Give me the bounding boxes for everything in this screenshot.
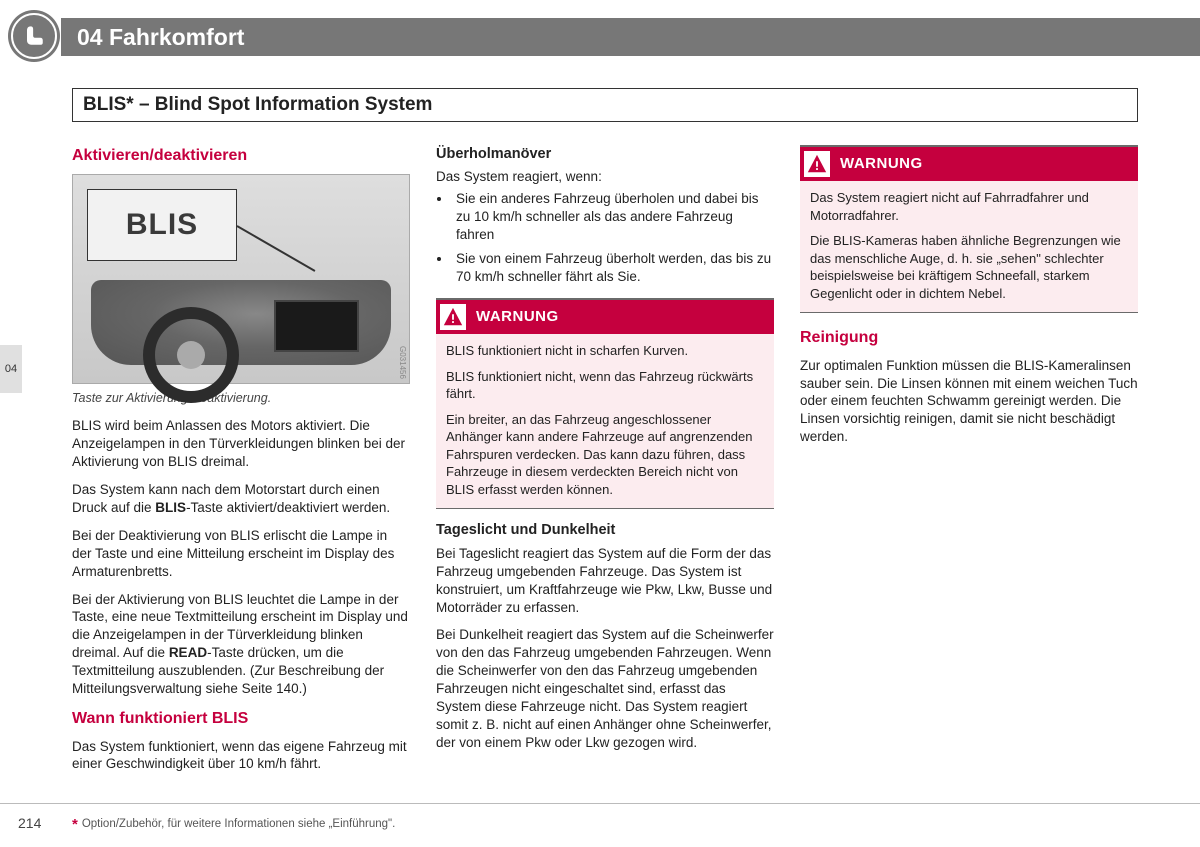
overtake-list: Sie ein anderes Fahrzeug überholen und d… (452, 190, 774, 286)
blis-button-callout: BLIS (87, 189, 237, 261)
warning-box-2: WARNUNG Das System reagiert nicht auf Fa… (800, 145, 1138, 313)
chapter-title: 04 Fahrkomfort (77, 24, 244, 51)
para-reactivation: Bei der Aktivierung von BLIS leuchtet di… (72, 591, 410, 699)
para-deactivation: Bei der Deaktivierung von BLIS erlischt … (72, 527, 410, 581)
heading-when-works: Wann funktioniert BLIS (72, 708, 410, 729)
warning-body: Das System reagiert nicht auf Fahrradfah… (800, 181, 1138, 313)
warning-triangle-icon (804, 151, 830, 177)
para-reacts-when: Das System reagiert, wenn: (436, 168, 774, 186)
para-cleaning: Zur optimalen Funktion müssen die BLIS-K… (800, 357, 1138, 447)
center-screen-icon (274, 300, 359, 352)
para-activation-2: Das System kann nach dem Motorstart durc… (72, 481, 410, 517)
heading-cleaning: Reinigung (800, 327, 1138, 348)
para-darkness: Bei Dunkelheit reagiert das System auf d… (436, 626, 774, 752)
page-footer: 214 * Option/Zubehör, für weitere Informa… (0, 803, 1200, 847)
section-title-box: BLIS* – Blind Spot Information System (72, 88, 1138, 122)
page-number: 214 (18, 815, 41, 831)
warning-text: BLIS funktioniert nicht in scharfen Kurv… (446, 342, 764, 360)
chapter-icon-circle (8, 10, 60, 62)
heading-activate: Aktivieren/deaktivieren (72, 145, 410, 166)
warning-triangle-icon (440, 304, 466, 330)
side-tab-label: 04 (5, 363, 17, 375)
asterisk-icon: * (72, 816, 78, 833)
warning-body: BLIS funktioniert nicht in scharfen Kurv… (436, 334, 774, 509)
warning-box-1: WARNUNG BLIS funktioniert nicht in schar… (436, 298, 774, 509)
warning-text: Ein breiter, an das Fahrzeug angeschloss… (446, 411, 764, 499)
list-item: Sie ein anderes Fahrzeug überholen und d… (452, 190, 774, 244)
chapter-header-bar: 04 Fahrkomfort (61, 18, 1200, 56)
content-columns: Aktivieren/deaktivieren BLIS G031456 Tas… (72, 145, 1138, 777)
para-activation-1: BLIS wird beim Anlassen des Motors aktiv… (72, 417, 410, 471)
warning-title: WARNUNG (840, 154, 923, 174)
warning-text: BLIS funktioniert nicht, wenn das Fahrze… (446, 368, 764, 403)
footnote-text: Option/Zubehör, für weitere Informatione… (82, 818, 395, 830)
subheading-daylight: Tageslicht und Dunkelheit (436, 521, 774, 540)
warning-header: WARNUNG (436, 300, 774, 334)
warning-title: WARNUNG (476, 307, 559, 327)
figure-caption: Taste zur Aktivierung/Deaktivierung. (72, 390, 410, 407)
callout-line-icon (237, 225, 316, 272)
side-chapter-tab: 04 (0, 345, 22, 393)
section-title: BLIS* – Blind Spot Information System (83, 94, 1127, 116)
text: -Taste aktiviert/deaktiviert werden. (186, 500, 390, 515)
steering-wheel-icon (143, 307, 239, 403)
seat-icon (11, 13, 57, 59)
blis-bold: BLIS (155, 500, 186, 515)
warning-header: WARNUNG (800, 147, 1138, 181)
warning-text: Die BLIS-Kameras haben ähnliche Begrenzu… (810, 232, 1128, 302)
warning-text: Das System reagiert nicht auf Fahrradfah… (810, 189, 1128, 224)
figure-code: G031456 (396, 346, 407, 379)
subheading-overtake: Überholmanöver (436, 145, 774, 164)
list-item: Sie von einem Fahrzeug überholt werden, … (452, 250, 774, 286)
dashboard-figure: BLIS G031456 (72, 174, 410, 384)
footnote: * Option/Zubehör, für weitere Information… (72, 816, 1138, 833)
para-daylight: Bei Tageslicht reagiert das System auf d… (436, 545, 774, 617)
para-speed: Das System funktioniert, wenn das eigene… (72, 738, 410, 774)
read-bold: READ (169, 645, 207, 660)
